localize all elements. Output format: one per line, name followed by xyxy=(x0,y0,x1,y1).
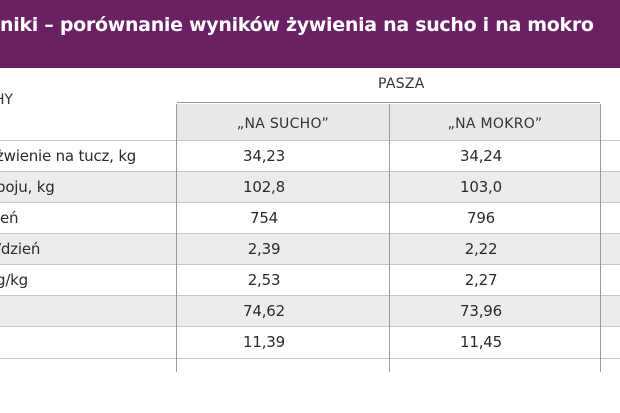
table-row: boju, kg 102,8 103,0 xyxy=(0,171,620,203)
row-label: ień xyxy=(0,209,19,227)
header-group-pasza: PASZA xyxy=(378,76,425,92)
row-label: żwienie na tucz, kg xyxy=(0,147,137,165)
table-row: g/kg 2,53 2,27 xyxy=(0,264,620,296)
table-row: żwienie na tucz, kg 34,23 34,24 xyxy=(0,140,620,172)
row-value-wet: 796 xyxy=(466,209,496,227)
row-value-dry: 11,39 xyxy=(243,333,285,351)
row-value-dry: 34,23 xyxy=(243,147,285,165)
column-divider xyxy=(389,104,390,372)
header-col-wet: „NA MOKRO” xyxy=(390,104,600,140)
table-title: niki – porównanie wyników żywienia na su… xyxy=(0,14,594,36)
column-divider xyxy=(176,104,177,372)
row-value-wet: 2,22 xyxy=(464,240,498,258)
row-value-wet: 34,24 xyxy=(460,147,502,165)
row-value-wet: 73,96 xyxy=(460,302,502,320)
row-label: g/kg xyxy=(0,271,28,289)
header-col-wet-label: „NA MOKRO” xyxy=(447,116,543,132)
header-group-line xyxy=(177,102,600,103)
header-first-column: HY xyxy=(0,92,13,108)
row-value-wet: 103,0 xyxy=(460,178,502,196)
table-row: 74,62 73,96 xyxy=(0,295,620,327)
title-bar: niki – porównanie wyników żywienia na su… xyxy=(0,0,620,68)
header-col-dry: „NA SUCHO” xyxy=(177,104,389,140)
header-col-dry-label: „NA SUCHO” xyxy=(236,116,330,132)
table-row: 11,39 11,45 xyxy=(0,326,620,359)
row-value-wet: 11,45 xyxy=(460,333,502,351)
row-value-dry: 102,8 xyxy=(243,178,285,196)
row-value-dry: 754 xyxy=(249,209,279,227)
table-row: /dzień 2,39 2,22 xyxy=(0,233,620,265)
row-label: boju, kg xyxy=(0,178,55,196)
row-label: /dzień xyxy=(0,240,41,258)
table-row: ień 754 796 xyxy=(0,202,620,234)
column-divider xyxy=(600,104,601,372)
row-value-dry: 2,39 xyxy=(247,240,281,258)
row-value-dry: 2,53 xyxy=(247,271,281,289)
row-value-wet: 2,27 xyxy=(464,271,498,289)
row-value-dry: 74,62 xyxy=(243,302,285,320)
